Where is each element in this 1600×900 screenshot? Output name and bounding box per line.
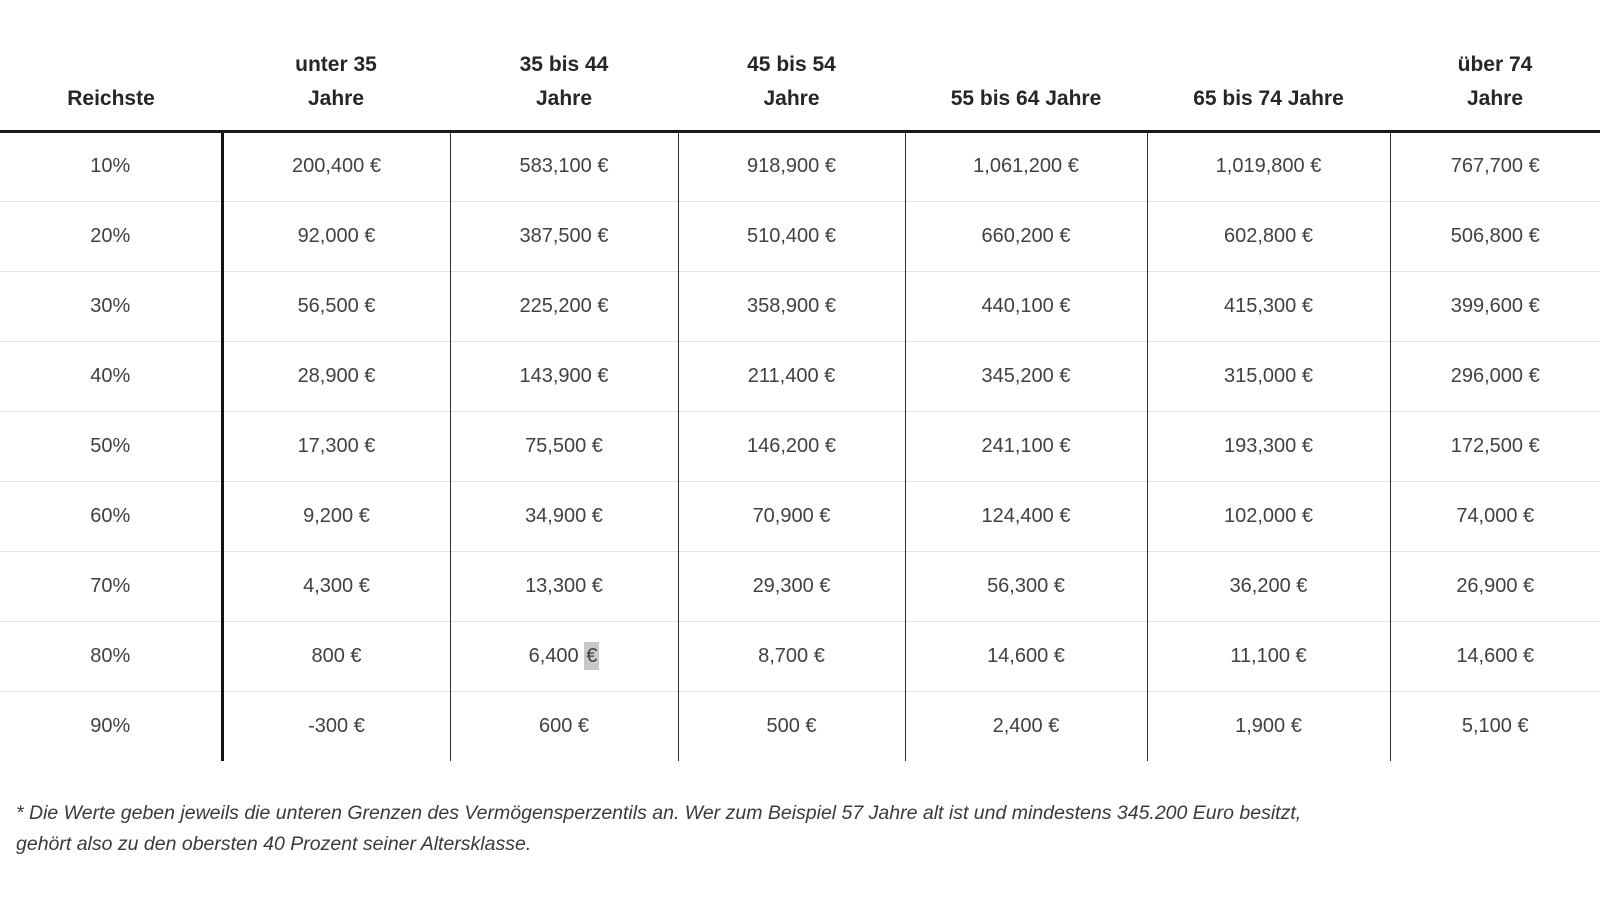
- value-cell: 918,900 €: [678, 131, 906, 201]
- footnote: * Die Werte geben jeweils die unteren Gr…: [16, 802, 1302, 856]
- value-cell: 9,200 €: [222, 480, 451, 551]
- table-row: 10% 200,400 €583,100 €918,900 €1,061,200 …: [0, 131, 1600, 201]
- value-cell: 34,900 €: [450, 480, 679, 551]
- value-cell: 345,200 €: [905, 340, 1148, 411]
- value-cell: 600 €: [450, 690, 679, 761]
- table-body: 10% 200,400 €583,100 €918,900 €1,061,200 …: [0, 131, 1600, 761]
- value-cell: 211,400 €: [678, 340, 906, 411]
- col-header-reichste: Reichste: [0, 0, 222, 133]
- table-row: 20% 92,000 €387,500 €510,400 €660,200 €60…: [0, 200, 1600, 271]
- row-percent-label: 80%: [0, 620, 224, 691]
- value-cell: 102,000 €: [1147, 480, 1391, 551]
- value-cell: 200,400 €: [222, 131, 451, 201]
- table-row: 30% 56,500 €225,200 €358,900 €440,100 €41…: [0, 270, 1600, 341]
- value-cell: 2,400 €: [905, 690, 1148, 761]
- wealth-percentile-table: Reichste unter 35 Jahre 35 bis 44 Jahre …: [0, 0, 1600, 761]
- value-cell: 146,200 €: [678, 410, 906, 481]
- value-cell: 56,500 €: [222, 270, 451, 341]
- row-percent-label: 10%: [0, 131, 224, 201]
- table-row: 40% 28,900 €143,900 €211,400 €345,200 €31…: [0, 340, 1600, 411]
- table-row: 70% 4,300 €13,300 €29,300 €56,300 €36,200…: [0, 550, 1600, 621]
- value-cell: 767,700 €: [1450, 155, 1540, 177]
- col-header-65-bis-74: 65 bis 74 Jahre: [1147, 0, 1390, 133]
- value-cell: 13,300 €: [450, 550, 679, 621]
- value-cell: 36,200 €: [1147, 550, 1391, 621]
- row-percent-label: 70%: [0, 550, 224, 621]
- value-cell: 358,900 €: [678, 270, 906, 341]
- value-cell: 92,000 €: [222, 200, 451, 271]
- highlighted-euro-sign: €: [584, 641, 600, 670]
- value-cell: 11,100 €: [1147, 620, 1391, 691]
- row-percent-label: 60%: [0, 480, 224, 551]
- col-header-unter-35-jahre: unter 35 Jahre: [222, 0, 450, 133]
- row-percent-label: 30%: [0, 270, 224, 341]
- value-cell: 6,400 €: [450, 620, 679, 691]
- value-cell: 800 €: [222, 620, 451, 691]
- value-cell: -300 €: [222, 690, 451, 761]
- value-cell: 510,400 €: [678, 200, 906, 271]
- value-cell: 29,300 €: [678, 550, 906, 621]
- col-header-45-bis-54: 45 bis 54 Jahre: [678, 0, 905, 133]
- value-cell: 143,900 €: [450, 340, 679, 411]
- value-cell: 1,061,200 €: [905, 131, 1148, 201]
- value-cell: 26,900 €: [1390, 550, 1600, 621]
- value-cell: 56,300 €: [905, 550, 1148, 621]
- row-percent-label: 20%: [0, 200, 224, 271]
- value-cell: 315,000 €: [1147, 340, 1391, 411]
- value-cell: 500 €: [678, 690, 906, 761]
- value-cell: 415,300 €: [1147, 270, 1391, 341]
- value-cell: 5,100 €: [1390, 690, 1600, 761]
- value-text: 6,400: [528, 644, 585, 667]
- row-percent-label: 90%: [0, 690, 224, 761]
- value-cell: 399,600 €: [1390, 270, 1600, 341]
- col-header-55-bis-64: 55 bis 64 Jahre: [905, 0, 1147, 133]
- value-cell: 28,900 €: [222, 340, 451, 411]
- value-cell: 296,000 €: [1390, 340, 1600, 411]
- col-header-ueber-74: über 74 Jahre: [1390, 0, 1600, 133]
- value-cell: 17,300 €: [222, 410, 451, 481]
- row-percent-label: 50%: [0, 410, 224, 481]
- value-cell: 660,200 €: [905, 200, 1148, 271]
- table-row: 90% -300 €600 €500 €2,400 €1,900 €5,100 €: [0, 690, 1600, 761]
- row-percent-label: 40%: [0, 340, 224, 411]
- table-row: 50% 17,300 €75,500 €146,200 €241,100 €193…: [0, 410, 1600, 481]
- value-cell: 124,400 €: [905, 480, 1148, 551]
- value-cell: 74,000 €: [1390, 480, 1600, 551]
- value-cell: 1,900 €: [1147, 690, 1391, 761]
- value-cell: 172,500 €: [1390, 410, 1600, 481]
- table-row: 60% 9,200 €34,900 €70,900 €124,400 €102,0…: [0, 480, 1600, 551]
- value-cell: 14,600 €: [905, 620, 1148, 691]
- table-row: 80% 800 €6,400 €8,700 €14,600 €11,100 €14…: [0, 620, 1600, 691]
- value-cell: 241,100 €: [905, 410, 1148, 481]
- value-cell: 8,700 €: [678, 620, 906, 691]
- value-cell: 193,300 €: [1147, 410, 1391, 481]
- value-cell: 387,500 €: [450, 200, 679, 271]
- value-cell: 14,600 €: [1390, 620, 1600, 691]
- col-header-35-bis-44: 35 bis 44 Jahre: [450, 0, 678, 133]
- value-cell: 1,019,800 €: [1147, 131, 1391, 201]
- value-cell: 506,800 €: [1390, 200, 1600, 271]
- value-cell: 70,900 €: [678, 480, 906, 551]
- value-cell: 602,800 €: [1147, 200, 1391, 271]
- value-cell: 583,100 €: [450, 131, 679, 201]
- value-cell: 75,500 €: [450, 410, 679, 481]
- value-cell: 225,200 €: [450, 270, 679, 341]
- header-row: Reichste unter 35 Jahre 35 bis 44 Jahre …: [0, 0, 1600, 133]
- value-cell: 4,300 €: [222, 550, 451, 621]
- value-cell: 440,100 €: [905, 270, 1148, 341]
